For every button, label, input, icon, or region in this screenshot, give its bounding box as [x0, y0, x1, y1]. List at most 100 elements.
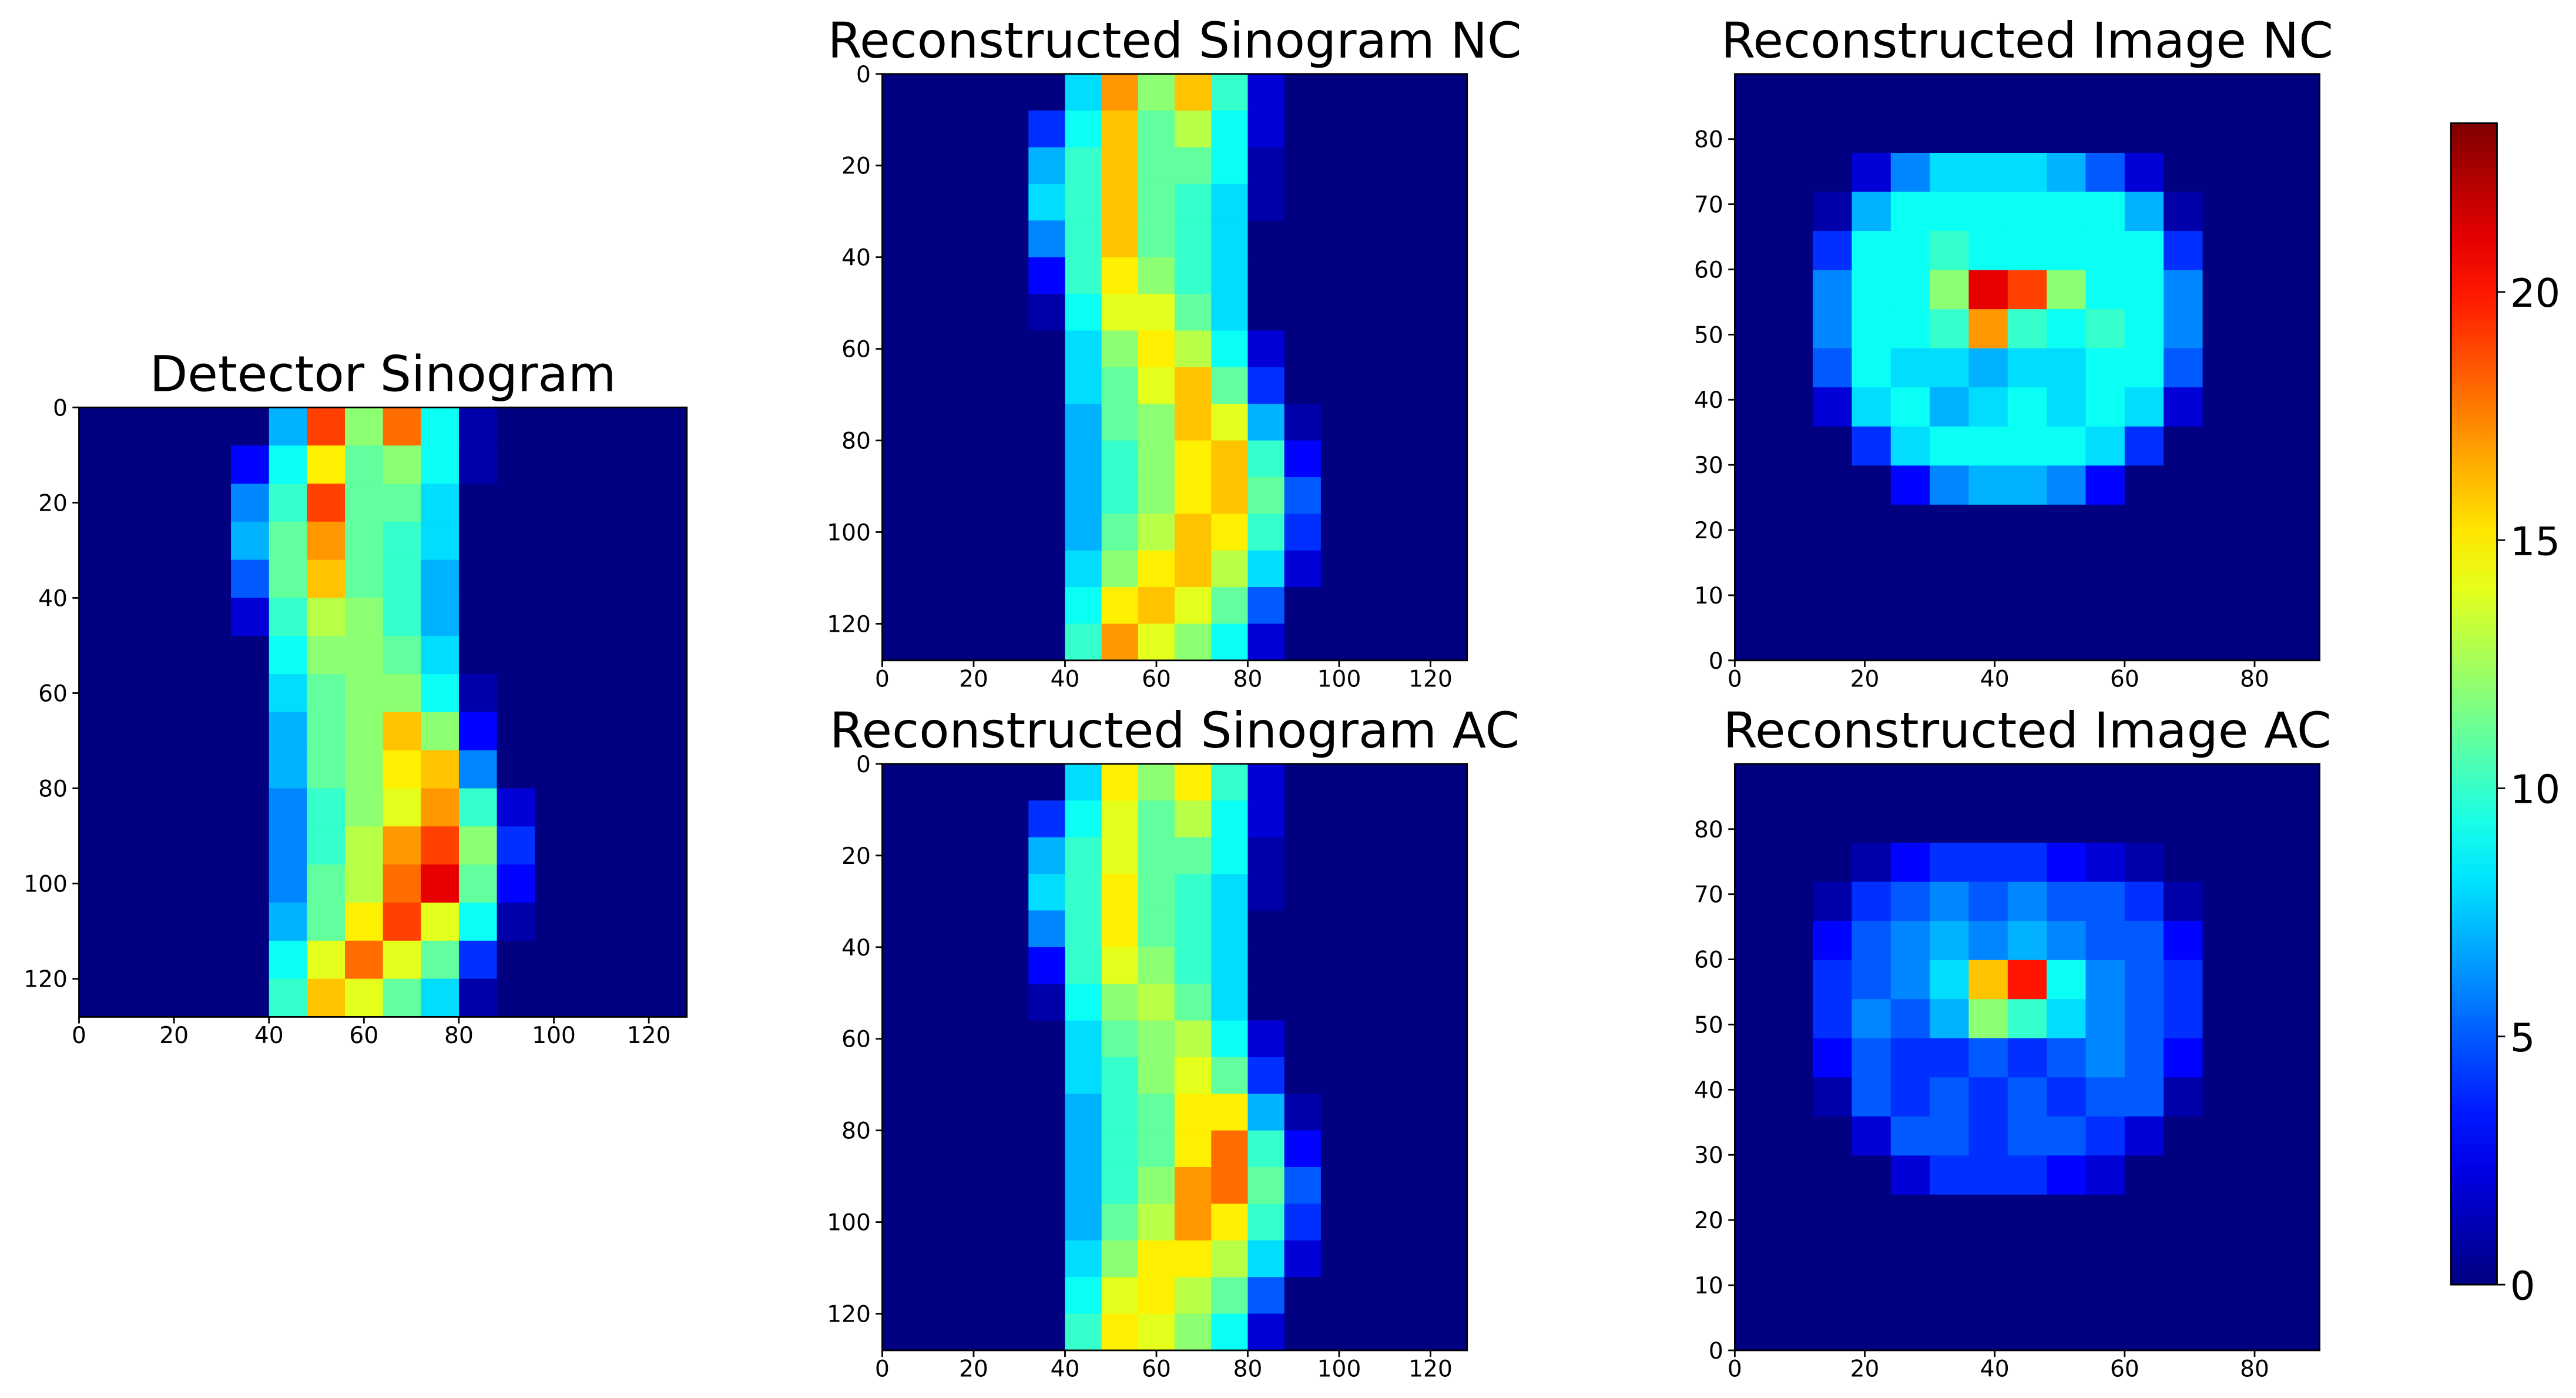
heatmap-cell — [2047, 230, 2087, 270]
heatmap-cell — [1028, 623, 1066, 661]
heatmap-cell — [383, 712, 422, 751]
heatmap-cell — [882, 984, 920, 1021]
heatmap-cell — [497, 483, 536, 522]
heatmap-cell — [1138, 367, 1176, 405]
heatmap-cell — [2164, 881, 2203, 921]
heatmap-cell — [1065, 1277, 1102, 1315]
heatmap-cell — [1320, 550, 1359, 588]
heatmap-cell — [2047, 73, 2087, 114]
heatmap-cell — [1357, 800, 1395, 838]
heatmap-cell — [1284, 440, 1322, 478]
heatmap-cell — [1852, 387, 1891, 427]
heatmap-cell — [535, 978, 574, 1018]
heatmap-cell — [918, 947, 957, 985]
heatmap-cell — [649, 864, 687, 904]
heatmap-cell — [1247, 477, 1285, 515]
heatmap-cell — [1773, 881, 1814, 921]
heatmap-cell — [2007, 1115, 2048, 1156]
heatmap-cell — [2280, 959, 2320, 1000]
heatmap-cell — [497, 750, 536, 789]
heatmap-cell — [1813, 1194, 1853, 1234]
heatmap-cell — [1211, 910, 1249, 948]
colorbar-tick-label: 0 — [2510, 1263, 2535, 1309]
heatmap-cell — [2202, 543, 2243, 583]
heatmap-cell — [1284, 1020, 1322, 1058]
heatmap-cell — [1890, 347, 1931, 388]
heatmap-cell — [1813, 465, 1853, 505]
heatmap-cell — [117, 674, 156, 713]
heatmap-cell — [1773, 73, 1814, 114]
heatmap-cell — [1175, 837, 1212, 875]
colorbar-tick-label: 10 — [2510, 767, 2560, 813]
heatmap-cell — [2085, 998, 2125, 1038]
heatmap-cell — [2241, 543, 2282, 583]
heatmap-cell — [1813, 543, 1853, 583]
heatmap-cell — [383, 978, 422, 1018]
heatmap-cell — [1284, 587, 1322, 625]
heatmap-cell — [2124, 387, 2165, 427]
heatmap-cell — [955, 1277, 993, 1315]
heatmap-cell — [955, 73, 993, 112]
heatmap-cell — [1813, 842, 1853, 882]
heatmap-cell — [882, 257, 920, 295]
y-tick-label: 70 — [1694, 882, 1723, 908]
heatmap-cell — [649, 483, 687, 522]
chart-title: Reconstructed Image NC — [1721, 12, 2333, 69]
heatmap-cell — [955, 330, 993, 368]
heatmap-cell — [2047, 1311, 2087, 1352]
heatmap-cell — [79, 483, 118, 522]
heatmap-cell — [1247, 257, 1285, 295]
heatmap-cell — [882, 587, 920, 625]
heatmap-cell — [1930, 1115, 1970, 1156]
heatmap-cell — [1065, 984, 1102, 1021]
heatmap-cell — [1101, 1167, 1139, 1205]
heatmap-cell — [1028, 910, 1066, 948]
y-tick-label: 10 — [1694, 1273, 1723, 1299]
y-tick-label: 80 — [1694, 817, 1723, 843]
heatmap-cell — [1138, 147, 1176, 185]
heatmap-cell — [1357, 367, 1395, 405]
heatmap-cell — [1247, 550, 1285, 588]
heatmap-cell — [992, 367, 1029, 405]
heatmap-cell — [1065, 1094, 1102, 1131]
heatmap-cell — [918, 514, 957, 551]
heatmap-cell — [2124, 543, 2165, 583]
heatmap-cell — [2124, 881, 2165, 921]
heatmap-cell — [1735, 1037, 1775, 1078]
heatmap-cell — [992, 330, 1029, 368]
heatmap-cell — [497, 674, 536, 713]
heatmap-cell — [458, 521, 498, 561]
heatmap-cell — [193, 940, 232, 980]
heatmap-cell — [497, 788, 536, 827]
heatmap-cell — [2124, 152, 2165, 192]
heatmap-cell — [1394, 1277, 1431, 1315]
heatmap-cell — [2164, 1155, 2203, 1195]
heatmap-cell — [1320, 147, 1359, 185]
heatmap-cell — [2241, 269, 2282, 310]
heatmap-cell — [1284, 1094, 1322, 1131]
heatmap-cell — [269, 674, 308, 713]
x-tick-label: 0 — [1728, 1356, 1742, 1383]
heatmap-cell — [1735, 543, 1775, 583]
heatmap-cell — [2280, 1311, 2320, 1352]
heatmap-cell — [1284, 257, 1322, 295]
y-tick-label: 100 — [827, 519, 871, 546]
heatmap-cell — [2007, 73, 2048, 114]
heatmap-cell — [1028, 330, 1066, 368]
heatmap-cell — [1284, 514, 1322, 551]
heatmap-cell — [992, 1277, 1029, 1315]
heatmap-cell — [1138, 73, 1176, 112]
heatmap-cell — [345, 788, 384, 827]
heatmap-cell — [2164, 269, 2203, 310]
heatmap-cell — [1211, 294, 1249, 331]
heatmap-cell — [882, 800, 920, 838]
heatmap-cell — [79, 788, 118, 827]
heatmap-cell — [2164, 842, 2203, 882]
heatmap-cell — [1394, 587, 1431, 625]
heatmap-cell — [2164, 920, 2203, 960]
heatmap-cell — [2007, 1077, 2048, 1117]
heatmap-cell — [918, 910, 957, 948]
heatmap-cell — [882, 1240, 920, 1278]
heatmap-cell — [1890, 309, 1931, 348]
heatmap-cell — [1813, 1037, 1853, 1078]
